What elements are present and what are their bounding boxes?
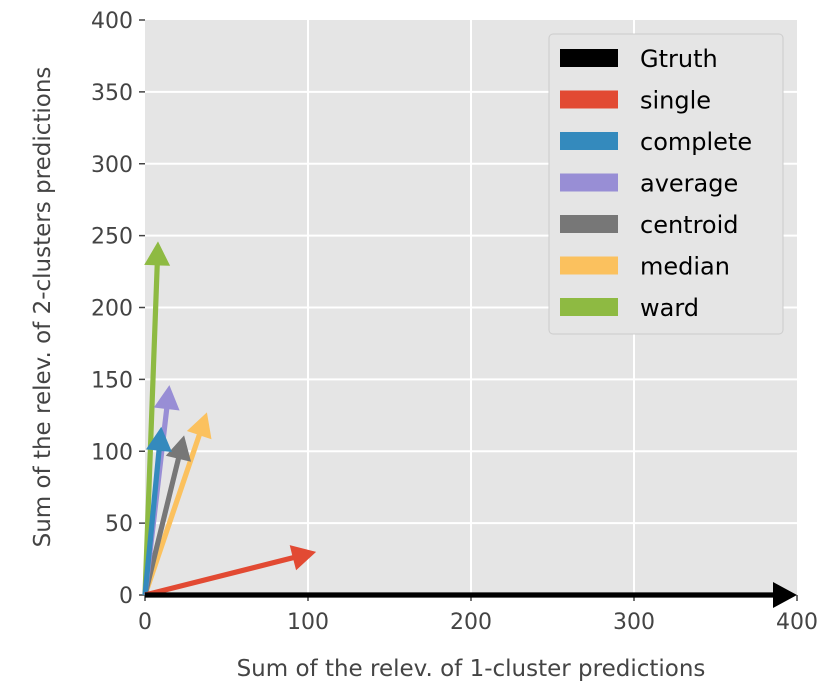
arrow-centroid [142,435,191,596]
legend-label-median: median [640,253,730,281]
arrow-complete [142,426,172,596]
legend-swatch-ward [560,298,618,316]
legend-label-complete: complete [640,128,752,156]
legend-label-centroid: centroid [640,211,739,239]
arrow-gtruth [145,582,797,608]
legend-swatch-average [560,173,618,192]
legend-label-single: single [640,87,711,115]
arrows-layer [142,241,797,608]
legend-swatch-complete [560,132,618,150]
x-tick-label: 200 [450,610,492,635]
legend-swatch-gtruth [560,49,618,67]
x-tick-label: 300 [613,610,655,635]
y-tick-label: 200 [91,297,133,322]
y-tick-label: 350 [91,81,133,106]
legend-label-ward: ward [640,294,699,322]
legend-label-gtruth: Gtruth [640,45,718,73]
y-tick-label: 300 [91,153,133,178]
y-tick-label: 100 [91,440,133,465]
legend: Gtruth single complete average centroid media… [548,33,784,335]
legend-label-average: average [640,170,738,198]
x-tick-label: 100 [287,610,329,635]
y-tick-label: 0 [119,584,133,609]
arrow-ward [142,241,171,596]
x-axis-title: Sum of the relev. of 1-cluster predictio… [237,656,706,682]
arrow-single [144,545,317,598]
axis-ticks: 0 100 200 300 400 0 50 100 150 200 250 300 350 400 [91,9,818,635]
y-axis-title: Sum of the relev. of 2-clusters predicti… [30,67,56,548]
legend-swatch-single [560,90,618,109]
legend-swatch-median [560,256,618,275]
legend-swatch-centroid [560,215,618,233]
y-tick-label: 50 [105,512,133,537]
arrow-median [142,412,212,596]
y-tick-label: 150 [91,368,133,393]
y-tick-label: 250 [91,225,133,250]
x-tick-label: 400 [776,610,818,635]
x-tick-label: 0 [138,610,152,635]
y-tick-label: 400 [91,9,133,34]
